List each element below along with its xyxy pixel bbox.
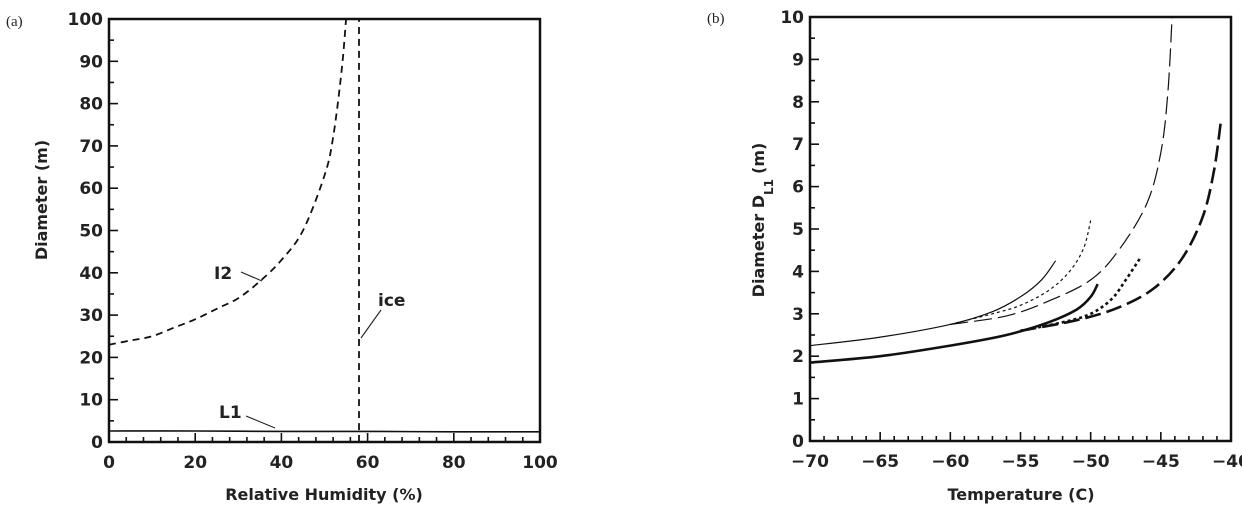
i2-label: I2 [214,264,232,284]
y-tick-label: 50 [79,222,103,242]
x-tick-label: −50 [1072,452,1110,472]
x-tick-label: −60 [931,452,969,472]
y-tick-label: 30 [79,306,103,326]
series-l1-line [108,430,541,433]
x-tick-label: −40 [1212,452,1242,472]
y-tick-label: 6 [792,178,804,198]
x-tick-label: 20 [183,453,207,473]
panel-a-plot-frame [107,17,542,444]
x-tick-label: −55 [1002,452,1040,472]
series-1-line [809,260,1057,347]
panel-b-x-ticks: −70 −65 −60 −55 −50 −45 −40 [791,432,1242,472]
panel-b-chart: (b) −70 −65 −60 −55 −50 −45 −40 0 1 2 3 4 5 6 7 8 9 10 T… [707,8,1242,504]
y-tick-label: 1 [792,390,804,410]
y-tick-label: 90 [79,52,103,72]
panel-b-label: (b) [707,11,725,27]
y-tick-label: 80 [79,95,103,115]
y-tick-label: 100 [68,10,104,30]
panel-b-y-axis-main: Diameter D [749,195,768,297]
panel-a-label: (a) [6,14,23,30]
y-tick-label: 10 [79,391,103,411]
x-tick-label: −65 [861,452,899,472]
y-tick-label: 3 [792,305,804,325]
y-tick-label: 40 [79,264,103,284]
x-tick-label: −70 [791,452,829,472]
x-tick-label: 60 [356,453,380,473]
panel-a-annotations: I2 ice L1 [214,264,405,429]
series-3-line [950,16,1173,325]
y-tick-label: 7 [792,135,804,155]
y-tick-label: 2 [792,347,804,367]
panel-b-y-axis-unit: (m) [749,143,768,174]
panel-b-y-axis-subscript: L1 [762,179,776,195]
x-tick-label: 40 [270,453,294,473]
ice-label: ice [378,291,405,311]
ice-leader-line [360,309,382,339]
panel-b-plot-frame [808,15,1233,443]
panel-b-y-ticks: 0 1 2 3 4 5 6 7 8 9 10 [780,8,819,452]
x-tick-label: 80 [442,453,466,473]
y-tick-label: 0 [792,432,804,452]
y-tick-label: 4 [792,262,804,282]
series-2-line [950,220,1092,325]
panel-b-y-axis-title: Diameter DL1 (m) [749,143,776,298]
panel-a-y-axis-title: Diameter (m) [32,140,51,260]
y-tick-label: 5 [792,220,804,240]
panel-b-x-axis-title: Temperature (C) [947,485,1094,504]
y-tick-label: 9 [792,50,804,70]
panel-a-x-ticks: 0 20 40 60 80 100 [103,433,558,473]
y-tick-label: 0 [91,433,103,453]
x-tick-label: −45 [1142,452,1180,472]
series-6-line [1020,118,1223,333]
y-tick-label: 8 [792,93,804,113]
l1-leader-line [245,415,276,429]
panel-a-chart: (a) 0 20 40 60 80 100 0102030405060708090100 … [6,10,558,504]
panel-a-series [108,18,541,442]
series-5-line [1020,257,1141,333]
x-tick-label: 0 [103,453,115,473]
l1-label: L1 [219,403,242,423]
i2-leader-line [240,271,263,282]
series-i2-line [108,18,347,346]
panel-a-y-ticks: 0 10 20 30 40 50 60 70 80 90 100 [68,10,118,453]
x-tick-label: 100 [522,453,558,473]
y-tick-label: 20 [79,348,103,368]
y-tick-label: 60 [79,179,103,199]
panel-b-series [809,16,1223,364]
y-tick-label: 70 [79,137,103,157]
y-tick-label: 10 [780,8,804,28]
panel-a-x-axis-title: Relative Humidity (%) [225,485,423,504]
